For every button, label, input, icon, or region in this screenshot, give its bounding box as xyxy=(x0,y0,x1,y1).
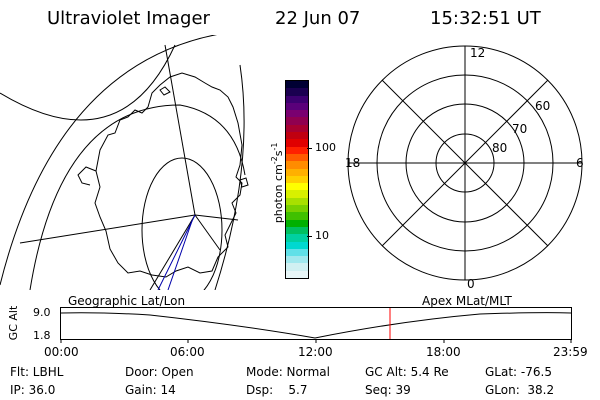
footer-door: Door: Open xyxy=(125,365,194,379)
colorbar-band-6 xyxy=(286,124,308,133)
date-label: 22 Jun 07 xyxy=(275,8,361,29)
latitude-arc-right xyxy=(214,64,245,290)
mlt-label-0: 0 xyxy=(467,277,475,290)
colorbar-band-2 xyxy=(286,95,308,103)
polar-plot: 12 18 6 0 60 70 80 xyxy=(345,45,584,290)
colorbar-band-3 xyxy=(286,102,308,111)
colorbar-unit-label: photon cm-2s-1 xyxy=(270,142,285,224)
footer-dsp: Dsp: 5.7 xyxy=(246,383,308,397)
colorbar-band-22 xyxy=(286,241,308,249)
colorbar-band-4 xyxy=(286,110,308,118)
polar-ring xyxy=(141,157,223,290)
lat-label-60: 60 xyxy=(535,99,550,113)
colorbar-band-24 xyxy=(286,256,308,264)
island-outline xyxy=(159,86,171,96)
meridian-line-4 xyxy=(194,214,239,221)
colorbar-band-17 xyxy=(286,205,308,213)
altitude-curve xyxy=(60,312,572,339)
mlt-label-6: 6 xyxy=(576,156,584,170)
island-outline-2 xyxy=(239,177,249,188)
footer-filter: Flt: LBHL xyxy=(10,365,64,379)
timeline-y-top: 9.0 xyxy=(33,306,51,319)
orbit-track xyxy=(157,214,196,290)
color-scale-bar xyxy=(285,80,309,279)
lat-label-70: 70 xyxy=(512,122,527,136)
timeline-frame xyxy=(60,307,572,340)
colorbar-band-9 xyxy=(286,146,308,154)
colorbar-band-12 xyxy=(286,168,308,176)
colorbar-band-11 xyxy=(286,161,308,169)
meridian-line-5 xyxy=(149,214,196,290)
altitude-timeline xyxy=(60,307,572,343)
colorbar-band-8 xyxy=(286,139,308,147)
timeline-tick-label-18: 18:00 xyxy=(426,345,461,359)
colorbar-tick-100 xyxy=(307,148,312,149)
timeline-right-title: Apex MLat/MLT xyxy=(422,294,512,308)
colorbar-band-5 xyxy=(286,117,308,125)
meridian-line-2 xyxy=(19,214,196,244)
footer-gain: Gain: 14 xyxy=(125,383,176,397)
colorbar-band-10 xyxy=(286,153,308,162)
colorbar-band-25 xyxy=(286,263,308,271)
footer-ip: IP: 36.0 xyxy=(10,383,56,397)
colorbar-band-15 xyxy=(286,190,308,198)
colorbar-tick-10 xyxy=(307,236,312,237)
footer-glat: GLat: -76.5 xyxy=(485,365,552,379)
colorbar-band-0 xyxy=(286,81,308,89)
meridian-line-3 xyxy=(194,214,221,251)
peninsula-outline xyxy=(77,166,97,186)
colorbar-band-21 xyxy=(286,234,308,242)
colorbar-band-7 xyxy=(286,132,308,140)
latitude-arc-outer xyxy=(0,44,176,121)
latitude-arc-mid xyxy=(29,104,246,290)
footer-seq: Seq: 39 xyxy=(365,383,411,397)
continent-outline xyxy=(94,72,243,278)
colorbar-label-100: 100 xyxy=(315,141,336,154)
colorbar-band-16 xyxy=(286,197,308,206)
colorbar-band-26 xyxy=(286,270,308,279)
timeline-tick-label-12: 12:00 xyxy=(298,345,333,359)
time-label: 15:32:51 UT xyxy=(430,8,541,29)
geographic-map xyxy=(0,35,249,290)
mlt-label-18: 18 xyxy=(345,156,360,170)
footer-glon: GLon: 38.2 xyxy=(485,383,555,397)
mlt-label-12: 12 xyxy=(470,46,485,60)
orbit-track-2 xyxy=(167,220,193,290)
footer-mode: Mode: Normal xyxy=(246,365,330,379)
colorbar-band-13 xyxy=(286,175,308,184)
polar-diagonal-2 xyxy=(381,79,549,247)
lat-label-80: 80 xyxy=(492,141,507,155)
timeline-tick-label-2359: 23:59 xyxy=(553,345,588,359)
colorbar-band-20 xyxy=(286,226,308,235)
colorbar-band-23 xyxy=(286,248,308,257)
instrument-title: Ultraviolet Imager xyxy=(47,8,210,29)
timeline-tick-label-00: 00:00 xyxy=(44,345,79,359)
latitude-arc-outer2 xyxy=(0,35,218,286)
timeline-left-title: Geographic Lat/Lon xyxy=(68,294,186,308)
colorbar-band-14 xyxy=(286,183,308,191)
colorbar-label-10: 10 xyxy=(315,229,329,242)
timeline-y-bottom: 1.8 xyxy=(33,329,51,342)
colorbar-band-18 xyxy=(286,212,308,220)
timeline-tick-label-06: 06:00 xyxy=(170,345,205,359)
footer-gc-alt: GC Alt: 5.4 Re xyxy=(365,365,449,379)
meridian-line xyxy=(164,44,196,216)
colorbar-band-1 xyxy=(286,88,308,96)
colorbar-band-19 xyxy=(286,219,308,227)
timeline-ylabel: GC Alt xyxy=(7,305,20,341)
